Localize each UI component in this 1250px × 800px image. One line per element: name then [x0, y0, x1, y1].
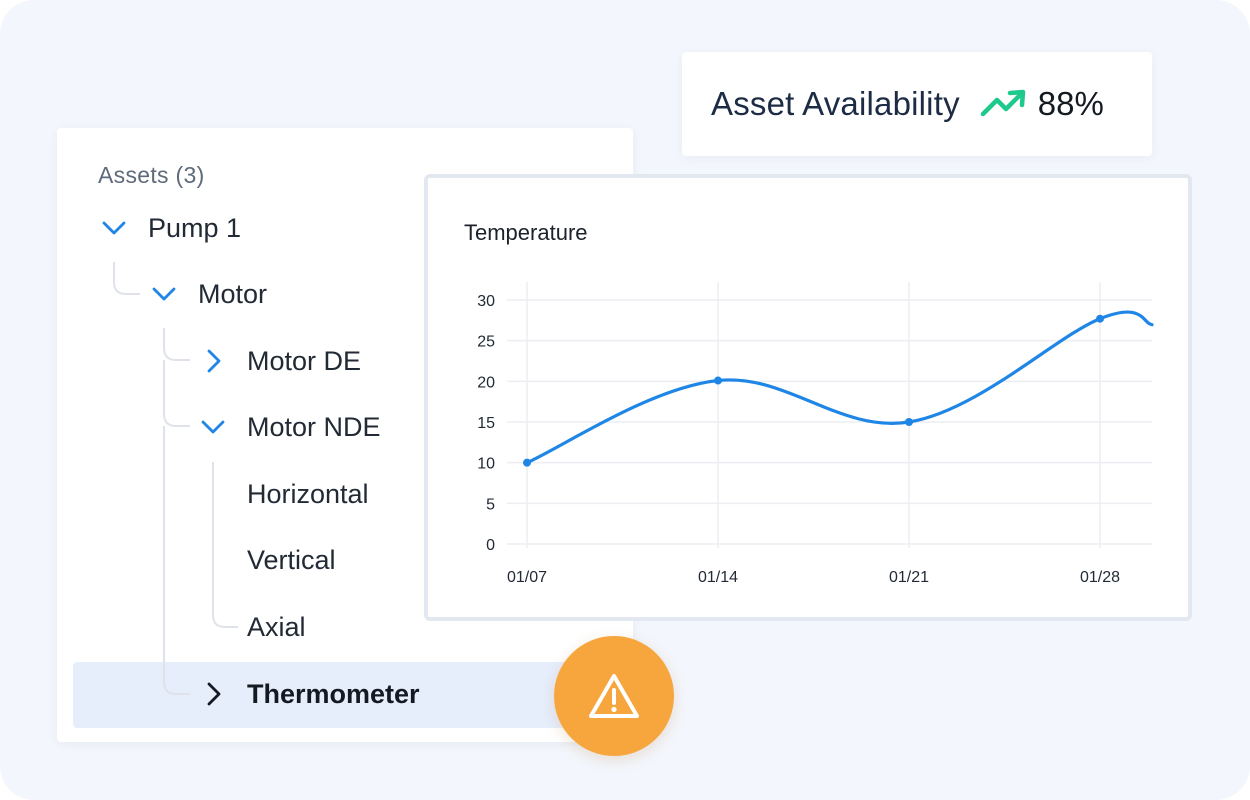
tree-item-label: Thermometer [247, 678, 420, 709]
tree-item-axial[interactable]: Axial [247, 607, 306, 647]
tree-item-label: Motor DE [247, 345, 362, 376]
tree-item-horizontal[interactable]: Horizontal [247, 474, 369, 514]
y-tick-label: 20 [477, 374, 495, 391]
tree-item-label: Pump 1 [148, 212, 242, 243]
chevron-right-icon[interactable] [199, 680, 227, 708]
availability-value: 88% [1037, 85, 1104, 122]
tree-item-pump-1[interactable]: Pump 1 [100, 208, 241, 248]
tree-item-label: Horizontal [247, 478, 369, 509]
chart-title: Temperature [464, 220, 588, 245]
x-tick-label: 01/14 [698, 569, 738, 586]
y-tick-label: 15 [477, 415, 495, 432]
temperature-chart: 0 5 10 15 20 25 30 01/07 01/14 01/21 01/28 [477, 282, 1154, 586]
y-tick-label: 25 [477, 334, 495, 351]
tree-item-thermometer[interactable]: Thermometer [199, 674, 420, 714]
chevron-down-icon[interactable] [150, 280, 178, 308]
chevron-down-icon[interactable] [199, 413, 227, 441]
data-point [1096, 314, 1104, 323]
tree-item-vertical[interactable]: Vertical [247, 540, 336, 580]
x-tick-label: 01/07 [507, 569, 547, 586]
chevron-right-icon[interactable] [199, 347, 227, 375]
warning-icon [589, 674, 639, 718]
temperature-chart-card: Temperature 0 5 10 15 20 25 30 01/07 01/14 01/21 0… [424, 174, 1192, 621]
asset-availability-card: Asset Availability 88% [682, 52, 1152, 156]
chevron-down-icon[interactable] [100, 214, 128, 242]
y-tick-label: 0 [486, 537, 495, 554]
selected-row-highlight [73, 662, 593, 728]
trending-up-icon [980, 89, 1026, 117]
y-tick-label: 5 [486, 496, 495, 513]
tree-item-motor[interactable]: Motor [150, 274, 267, 314]
alert-badge[interactable] [554, 636, 674, 756]
data-point [905, 418, 913, 426]
availability-label: Asset Availability [711, 85, 960, 122]
asset-tree-title: Assets (3) [98, 162, 205, 188]
series-line [525, 310, 1154, 465]
x-tick-label: 01/28 [1080, 569, 1120, 586]
y-tick-label: 30 [477, 293, 495, 310]
tree-item-label: Motor [198, 278, 268, 309]
tree-item-label: Motor NDE [247, 411, 381, 442]
y-tick-label: 10 [477, 456, 495, 473]
x-tick-label: 01/21 [889, 569, 929, 586]
tree-item-label: Vertical [247, 544, 336, 575]
tree-item-motor-de[interactable]: Motor DE [199, 341, 361, 381]
data-point [714, 376, 722, 385]
tree-item-label: Axial [247, 611, 306, 642]
tree-item-motor-nde[interactable]: Motor NDE [199, 407, 381, 447]
data-point [523, 458, 531, 467]
